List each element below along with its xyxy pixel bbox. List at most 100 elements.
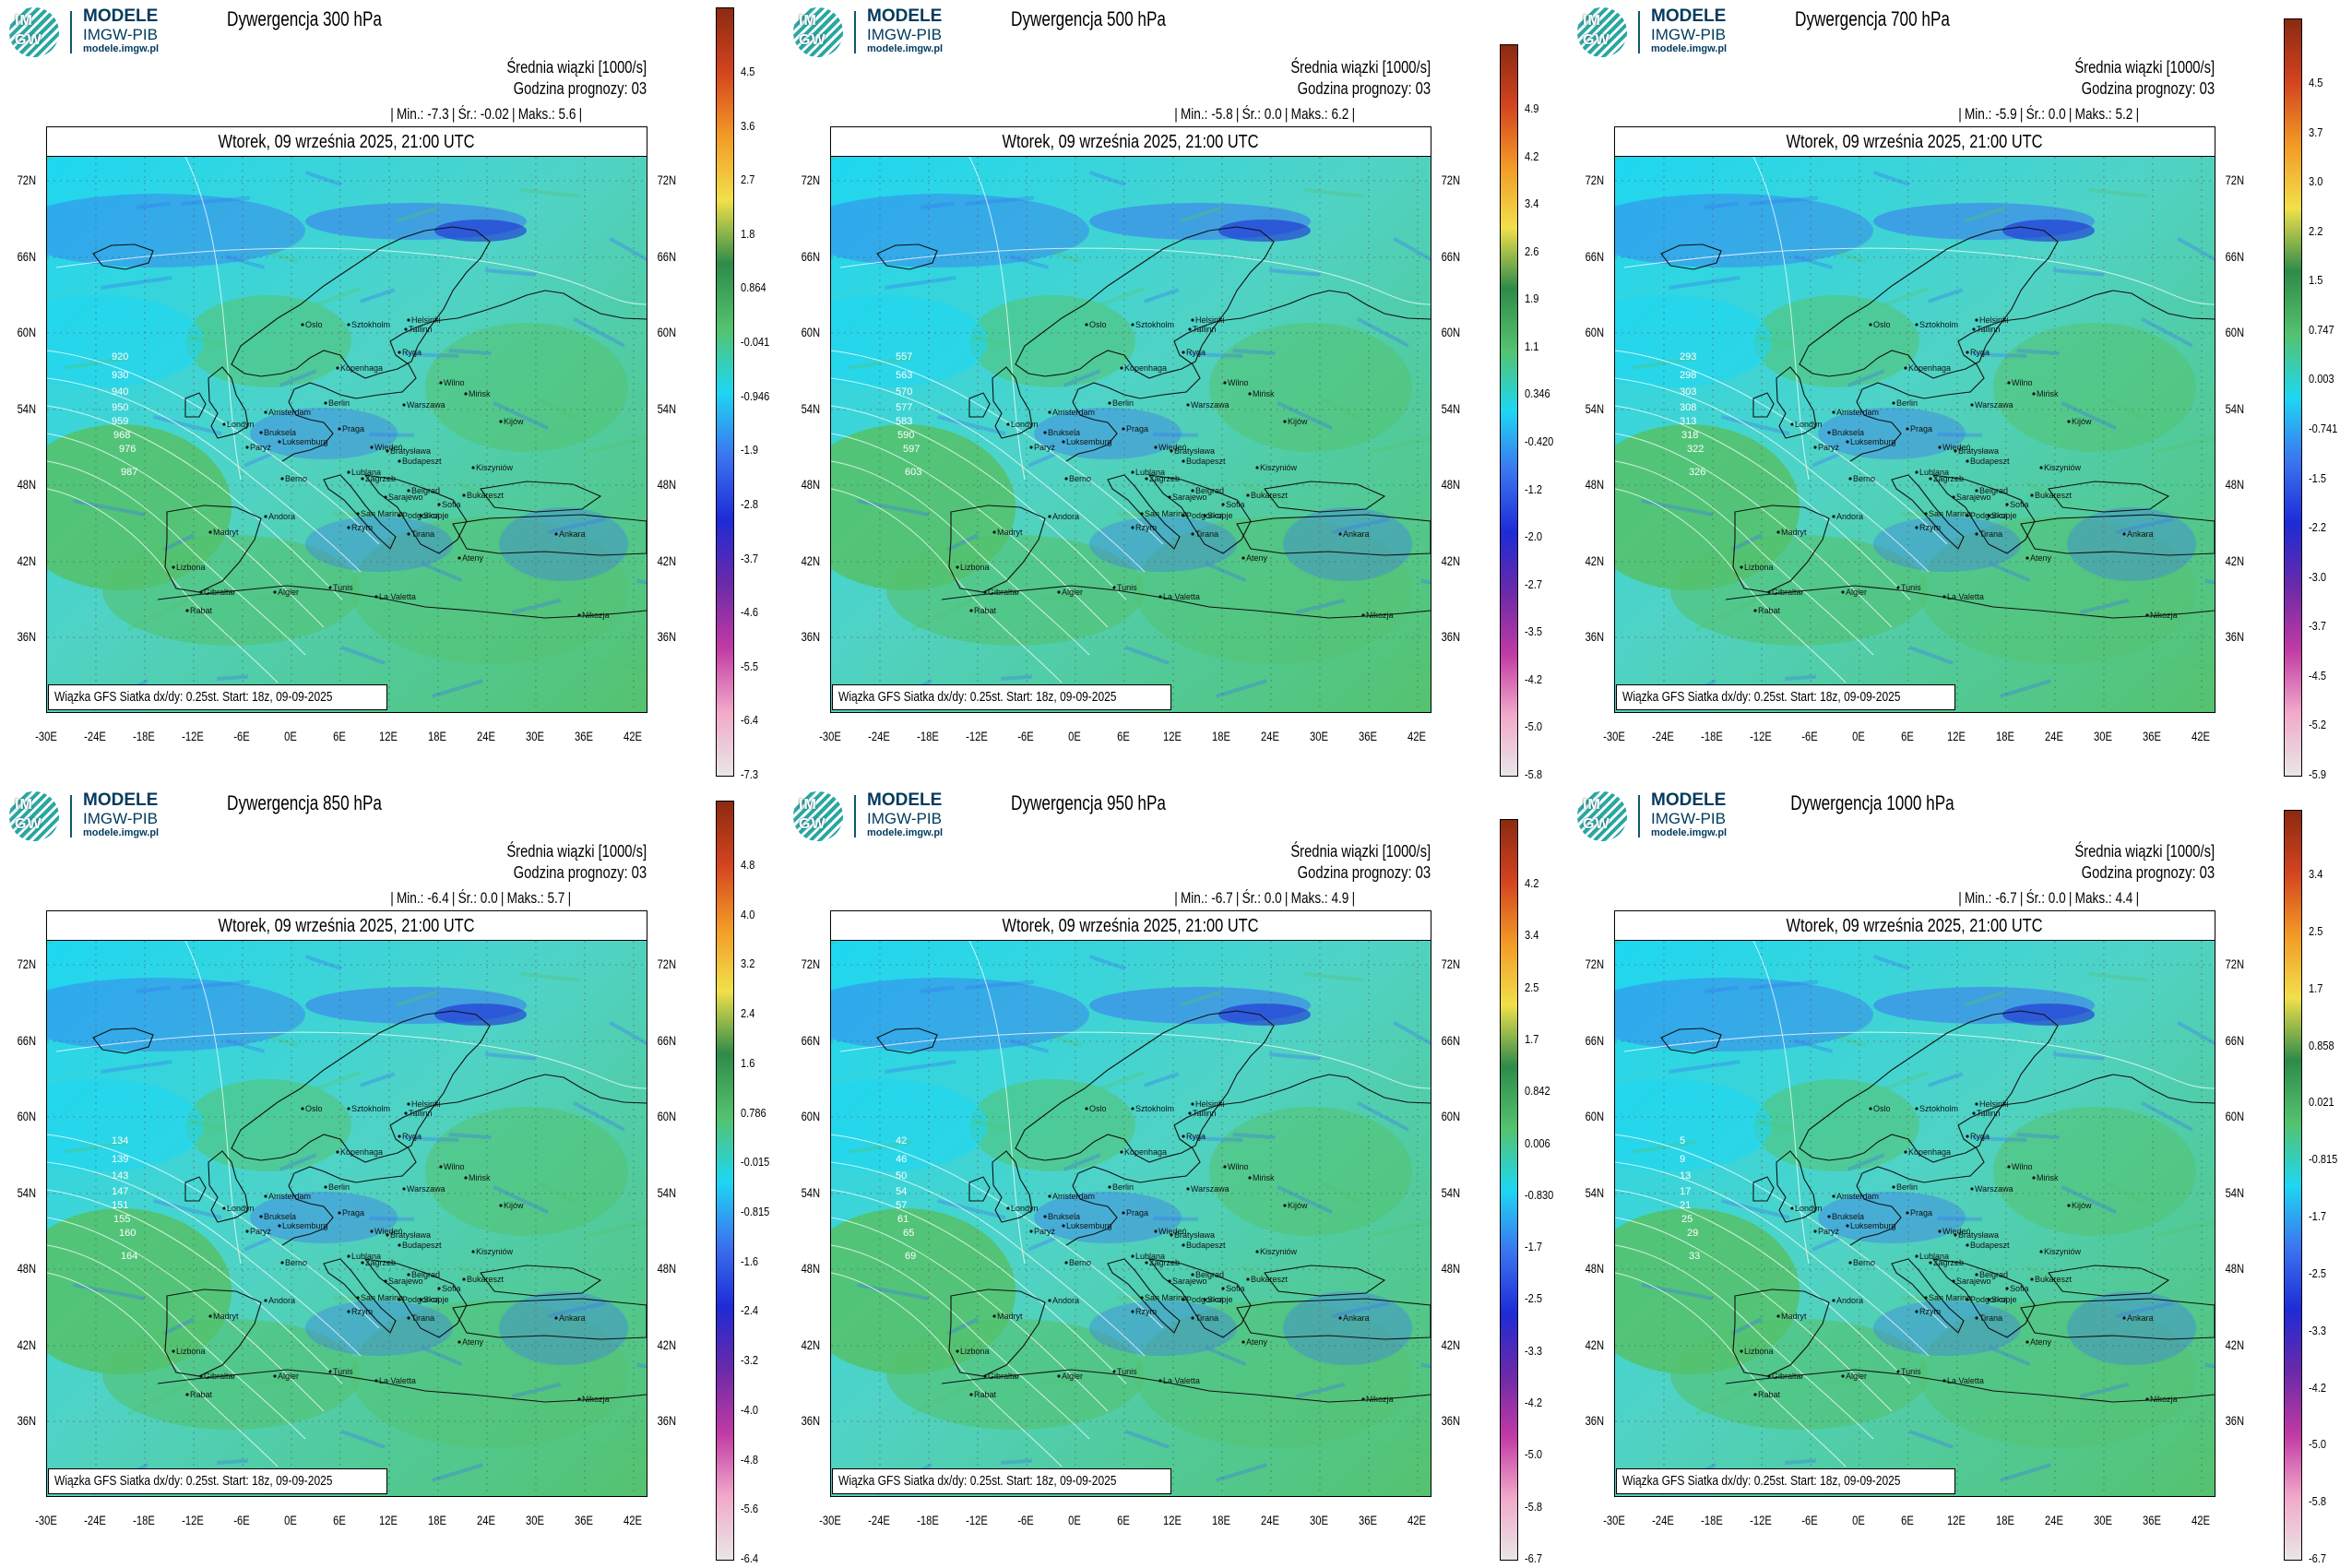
divergence-streak bbox=[421, 1346, 463, 1367]
lat-label-right: 48N bbox=[2225, 477, 2245, 492]
divergence-streak bbox=[1756, 335, 1789, 347]
imgw-logo-icon: IM GW bbox=[1577, 791, 1627, 841]
lon-label: 42E bbox=[1408, 729, 1426, 743]
city-marker bbox=[1753, 1393, 1757, 1396]
divergence-streak bbox=[1872, 955, 1910, 971]
valid-time: Wtorek, 09 września 2025, 21:00 UTC bbox=[218, 916, 476, 936]
divergence-streak bbox=[244, 1236, 273, 1252]
city-label: Wilno bbox=[444, 378, 465, 387]
city-label: Sztokholm bbox=[1135, 1104, 1174, 1113]
lon-label: 6E bbox=[1901, 1513, 1914, 1527]
min-label: Min.: bbox=[1180, 889, 1208, 907]
city-label: Wilno bbox=[2012, 1162, 2033, 1171]
divergence-streak bbox=[137, 201, 172, 209]
divergence-patch bbox=[47, 194, 305, 267]
lon-label: -30E bbox=[819, 1513, 841, 1527]
divergence-patch bbox=[47, 295, 204, 387]
city-marker bbox=[386, 1233, 389, 1237]
city-marker bbox=[1131, 1310, 1134, 1313]
divergence-streak bbox=[1296, 598, 1346, 614]
city-marker bbox=[1813, 1229, 1817, 1233]
divergence-patch bbox=[969, 1079, 1135, 1171]
divergence-streak bbox=[1052, 1034, 1083, 1048]
lon-label: -30E bbox=[35, 1513, 57, 1527]
coastline bbox=[1236, 514, 1431, 556]
lat-label-left: 48N bbox=[17, 477, 37, 492]
colorbar-tick: -0.420 bbox=[1525, 434, 1554, 448]
height-contour bbox=[1615, 433, 1893, 628]
city-label: Sarajewo bbox=[1956, 493, 1991, 502]
city-marker bbox=[2122, 1316, 2126, 1320]
city-marker bbox=[1896, 586, 1900, 589]
city-label: Bukareszt bbox=[467, 491, 505, 500]
city-marker bbox=[1048, 1194, 1051, 1198]
city-label: Andora bbox=[268, 1296, 295, 1305]
valid-time: Wtorek, 09 września 2025, 21:00 UTC bbox=[1786, 132, 2044, 152]
colorbar-tick: -1.5 bbox=[2309, 470, 2327, 485]
lat-label-right: 36N bbox=[657, 1413, 677, 1428]
divergence-streak bbox=[1188, 352, 1242, 359]
city-marker bbox=[1191, 489, 1194, 493]
height-contour bbox=[184, 157, 242, 481]
city-marker bbox=[347, 470, 350, 474]
lon-label: 6E bbox=[1901, 729, 1914, 743]
min-avg-max: | Min.: -6.7 | Śr.: 0.0 | Maks.: 4.4 | bbox=[1955, 889, 2162, 908]
logo-url: modele.imgw.pl bbox=[1651, 43, 1728, 54]
city-label: Bruksela bbox=[1832, 428, 1864, 437]
divergence-streak bbox=[548, 517, 606, 534]
city-marker bbox=[347, 1254, 350, 1258]
city-label: Madryt bbox=[997, 528, 1023, 537]
logo-line1: MODELE bbox=[83, 790, 159, 810]
city-label: Oslo bbox=[1873, 320, 1891, 329]
divergence-streak bbox=[1972, 1136, 2026, 1143]
city-marker bbox=[2032, 1176, 2036, 1180]
divergence-streak bbox=[1785, 674, 1817, 681]
city-label: Tunis bbox=[1901, 1367, 1921, 1376]
contour-label: 134 bbox=[112, 1135, 128, 1146]
imgw-logo: IM GW MODELE IMGW-PIB modele.imgw.pl bbox=[9, 791, 166, 843]
logo-divider bbox=[70, 11, 72, 53]
contour-label: 326 bbox=[1689, 467, 1705, 478]
colorbar-tick: -4.2 bbox=[1525, 671, 1543, 686]
city-marker bbox=[2039, 466, 2043, 469]
city-label: Skopje bbox=[423, 1295, 449, 1304]
map-canvas: 920 930 940 950 959 968 976 987 Oslo Sztokholm Hel… bbox=[47, 157, 647, 712]
divergence-streak bbox=[1792, 255, 1834, 269]
lon-label: 12E bbox=[1163, 1513, 1182, 1527]
divergence-streak bbox=[1117, 513, 1154, 517]
contour-label: 54 bbox=[896, 1186, 907, 1197]
city-marker bbox=[1966, 350, 1969, 354]
height-contour bbox=[1752, 157, 1810, 481]
city-marker bbox=[1043, 431, 1047, 434]
lon-label: 24E bbox=[477, 729, 495, 743]
city-marker bbox=[1108, 401, 1111, 405]
colorbar-tick: 2.6 bbox=[1525, 244, 1539, 258]
city-label: Skopje bbox=[423, 511, 449, 520]
lon-label: -24E bbox=[1652, 729, 1674, 743]
city-label: Rabat bbox=[1758, 606, 1781, 615]
colorbar-tick: 4.0 bbox=[741, 907, 755, 921]
city-label: Luksemburg bbox=[1066, 1221, 1112, 1230]
height-contour bbox=[1615, 1244, 1874, 1440]
city-marker bbox=[374, 595, 378, 599]
min-value: -6.7 bbox=[1211, 889, 1233, 907]
separator: | bbox=[2068, 889, 2073, 907]
coastline-africa bbox=[941, 1369, 1431, 1403]
divergence-streak bbox=[360, 1072, 396, 1087]
colorbar-tick: -4.6 bbox=[741, 605, 759, 620]
city-marker bbox=[1191, 1102, 1194, 1106]
coastline bbox=[1660, 1028, 1722, 1054]
lon-label: -6E bbox=[1017, 729, 1034, 743]
colorbar-tick: -2.5 bbox=[2309, 1265, 2327, 1280]
city-label: Ateny bbox=[1246, 1337, 1268, 1347]
separator: | bbox=[390, 105, 394, 123]
coastline bbox=[1732, 505, 1830, 593]
avg-value: -0.02 bbox=[480, 105, 509, 123]
city-marker bbox=[356, 1296, 360, 1300]
lat-label-left: 54N bbox=[17, 401, 37, 416]
lon-label: 0E bbox=[1852, 1513, 1865, 1527]
colorbar: 4.5 3.6 2.7 1.8 0.864 -0.041 -0.946 -1.9 -2.8 -3.… bbox=[716, 7, 769, 781]
divergence-map: 293 298 303 308 313 318 322 326 Oslo Sztokholm Hel… bbox=[1614, 156, 2215, 713]
contour-label: 303 bbox=[1680, 386, 1696, 398]
city-label: Bukareszt bbox=[2035, 491, 2073, 500]
